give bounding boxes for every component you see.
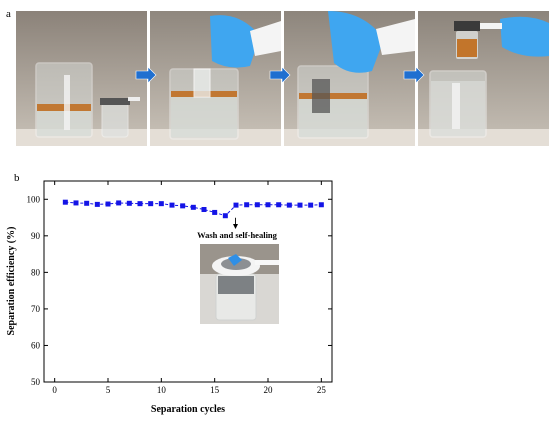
data-point: [244, 202, 250, 208]
data-point: [169, 202, 175, 208]
data-point: [222, 213, 228, 219]
annotation-arrow-head: [233, 224, 238, 229]
data-point: [126, 200, 132, 206]
series-points: [62, 199, 324, 219]
annotation-caption: Wash and self-healing: [197, 230, 278, 240]
data-point: [180, 203, 186, 209]
data-point: [254, 202, 260, 208]
y-axis-label: Separation efficiency (%): [6, 227, 17, 336]
x-tick-label: 20: [264, 385, 274, 395]
panel-a-label: a: [6, 8, 11, 20]
plot-frame: [43, 180, 333, 383]
x-tick-label: 15: [210, 385, 220, 395]
panel-b-label: b: [14, 172, 20, 184]
x-tick-label: 10: [157, 385, 167, 395]
data-point: [94, 201, 100, 207]
data-point: [116, 200, 122, 206]
data-point: [212, 209, 218, 215]
photo-4-collected-oil: [418, 11, 549, 146]
data-point: [158, 201, 164, 207]
data-point: [265, 202, 271, 208]
y-tick-label: 70: [31, 304, 41, 314]
data-point: [73, 200, 79, 206]
data-point: [105, 201, 111, 207]
x-tick-label: 0: [52, 385, 57, 395]
x-axis-label: Separation cycles: [151, 404, 225, 415]
inset-photo-jar: [200, 244, 279, 324]
y-tick-label: 90: [31, 231, 41, 241]
x-axis-ticks: 0 5 10 15 20 25: [52, 181, 326, 395]
y-tick-label: 100: [27, 194, 41, 204]
data-point: [148, 201, 154, 207]
data-point: [297, 202, 303, 208]
data-point: [286, 202, 292, 208]
data-point: [318, 202, 324, 208]
photo-3-separating: [284, 11, 415, 146]
y-tick-label: 60: [31, 340, 41, 350]
data-point: [137, 201, 143, 207]
photo-2-dipping: [150, 11, 281, 146]
data-point: [201, 207, 207, 213]
data-point: [190, 204, 196, 210]
data-point: [62, 199, 68, 205]
data-point: [233, 202, 239, 208]
y-axis-ticks: 50 60 70 80 90 100: [27, 194, 332, 387]
x-tick-label: 5: [106, 385, 111, 395]
data-point: [84, 200, 90, 206]
data-point: [276, 202, 282, 208]
y-tick-label: 80: [31, 267, 41, 277]
y-tick-label: 50: [31, 377, 41, 387]
x-tick-label: 25: [317, 385, 327, 395]
data-point: [308, 202, 314, 208]
photo-1-beakers: [16, 11, 147, 146]
